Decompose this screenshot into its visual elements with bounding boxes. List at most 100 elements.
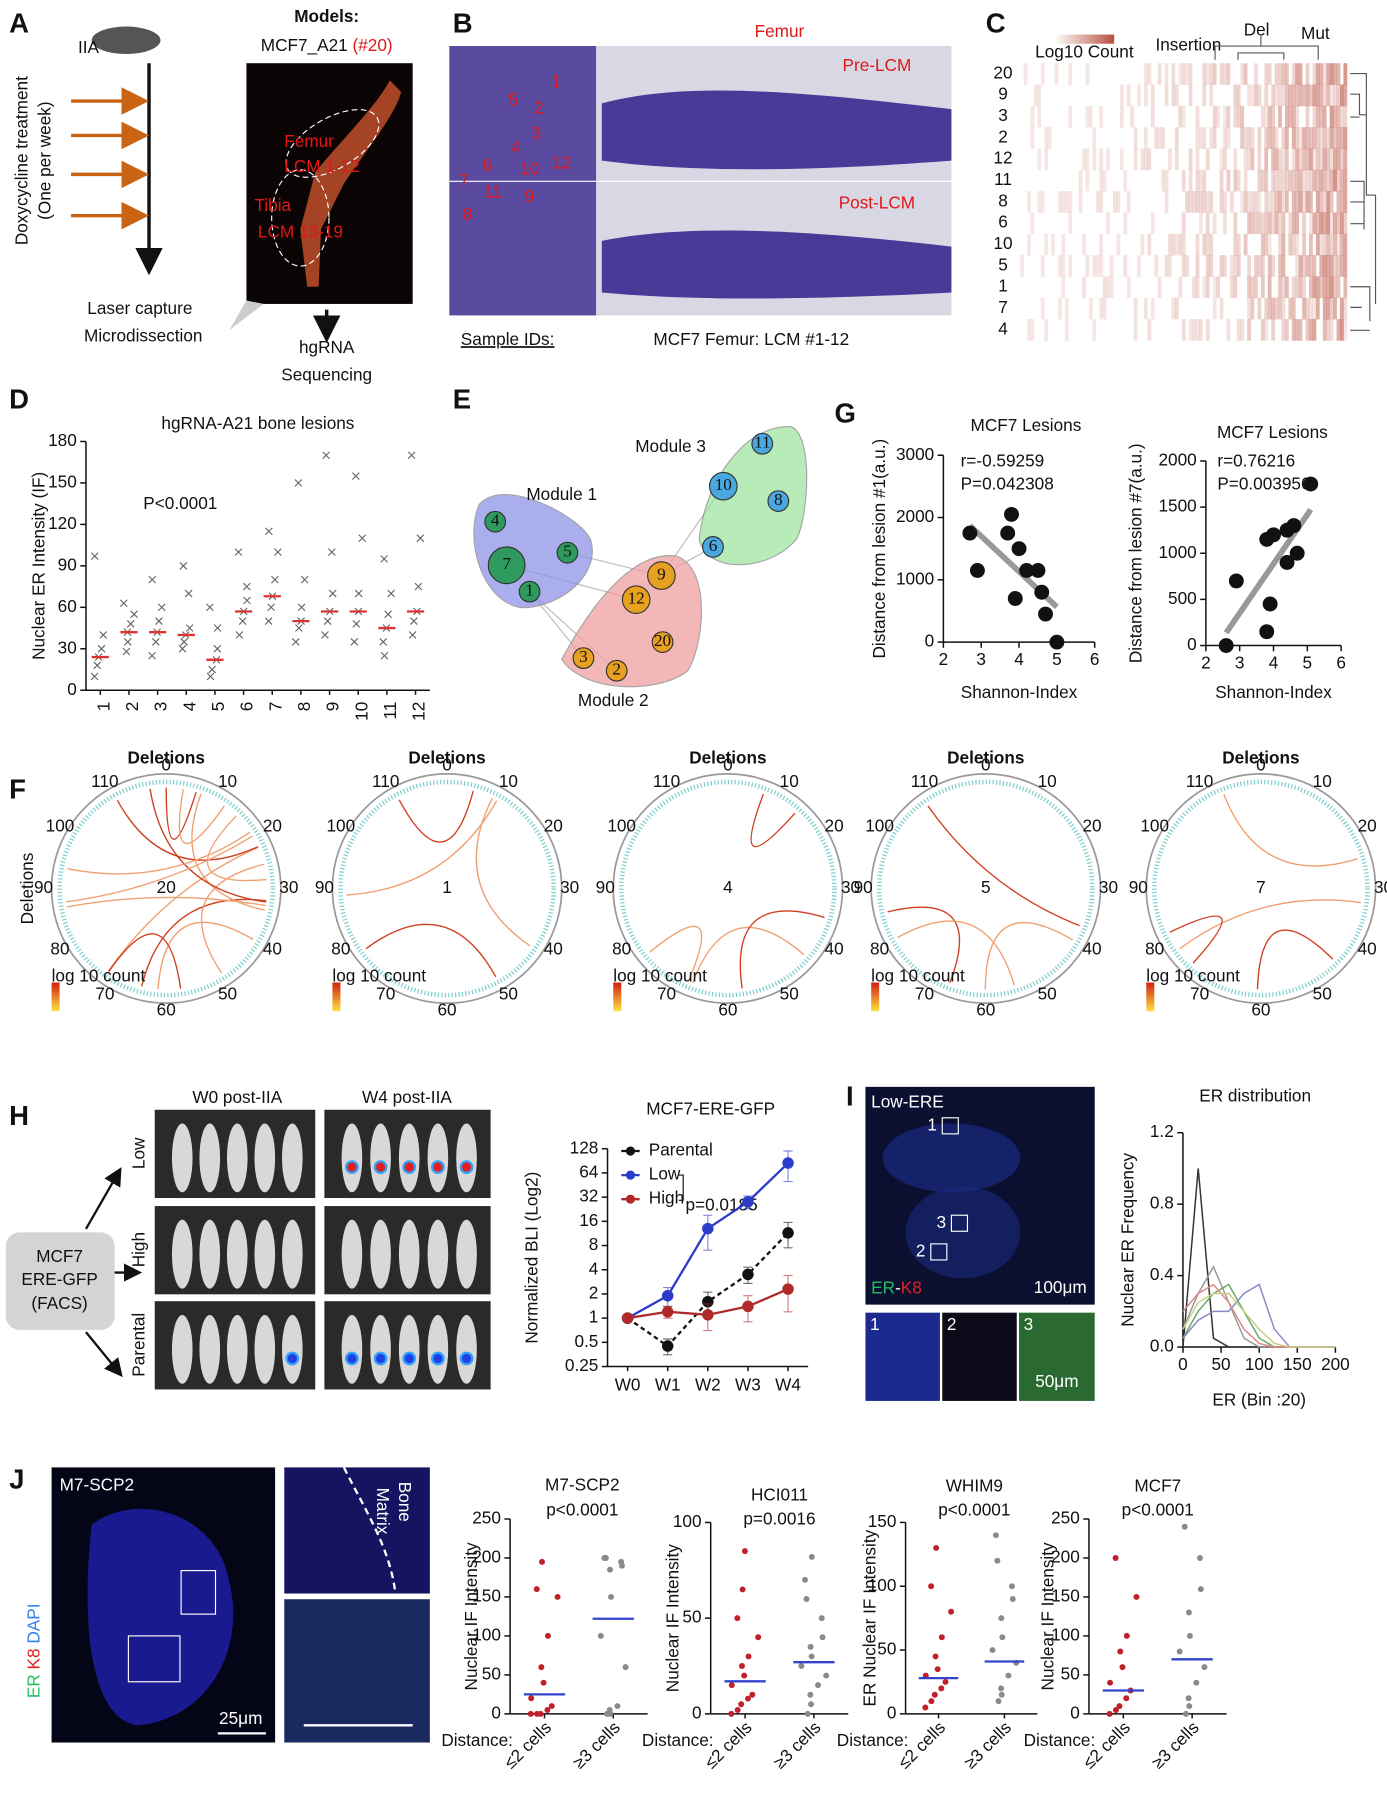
mouse [370,1219,391,1289]
x-tick-label: 7 [265,702,285,712]
point [1186,1632,1193,1639]
heat-cell [1343,276,1348,299]
heat-cell [1099,233,1104,256]
heat-cell [1281,191,1286,213]
heat-cell [1322,169,1327,192]
heat-cell [1326,319,1331,341]
heat-cell [1109,276,1114,299]
heat-cell [1291,127,1296,149]
deletion-arc [398,790,474,843]
heat-cell [1254,191,1258,213]
point [1123,1632,1130,1639]
heat-cell [1150,297,1155,320]
heat-cell [1150,212,1155,235]
point [962,525,978,541]
column-label: W0 post-IIA [192,1087,282,1107]
heat-cell [1223,105,1227,128]
heat-cell [1281,212,1286,235]
scale-bar: 25μm [219,1708,262,1728]
heat-cell [1092,319,1097,341]
heat-cell [1288,84,1293,107]
heat-cell [1302,276,1306,299]
mouse [254,1219,276,1289]
heat-cell [1260,255,1265,277]
heat-cell [1298,63,1303,85]
mouse [254,1314,276,1384]
heat-cell [1223,212,1227,235]
heat-cell [1199,191,1203,213]
heat-cell [1199,127,1203,149]
heat-cell [1099,297,1104,320]
legend-swatch [625,1170,636,1180]
row-label: Parental [128,1313,148,1377]
heat-cell [1116,233,1121,256]
heat-cell [1271,84,1276,107]
scale-tick: 20 [544,816,563,836]
heat-cell [1209,191,1214,213]
heat-cell [1064,297,1069,320]
point [1193,1679,1200,1686]
caption: MCF7 Femur: LCM #1-12 [653,329,849,349]
heat-cell [1298,319,1303,341]
heat-cell [1037,105,1042,128]
heat-cell [1202,233,1207,256]
row-label: 6 [998,212,1008,232]
heat-cell [1281,169,1286,192]
heat-cell [1205,319,1210,341]
point [804,1710,811,1717]
annotation: P<0.0001 [143,493,217,513]
tibia-lcm: LCM 13-19 [258,221,343,241]
lesion-id: 3 [532,123,542,143]
heat-cell [1322,276,1327,299]
heat-cell [1298,84,1303,107]
heat-cell [1250,148,1255,171]
point [661,1340,674,1352]
lesion-id: 12 [552,153,571,173]
point [734,1707,741,1714]
heat-cell [1271,169,1276,192]
chart-title: WHIM9 [946,1475,1003,1495]
annotation: r=-0.59259 [961,451,1045,471]
heat-cell [1305,148,1310,171]
circos-outer [1145,773,1377,1005]
lesion-id: 11 [484,181,502,201]
heat-cell [1336,255,1341,277]
point [544,1632,551,1639]
x-tick-label: ≥3 cells [569,1717,624,1772]
y-axis-label: Distance from lesion #7(a.u.) [1126,443,1146,663]
heat-cell [1212,212,1217,235]
heat-cell [1264,319,1269,341]
scale-tick: 100 [46,816,75,836]
heat-cell [1088,297,1093,320]
y-tick-label: 16 [579,1210,598,1230]
point [533,1586,540,1593]
y-tick-label: 120 [48,513,77,533]
point [157,603,166,612]
scale-tick: 40 [1082,938,1101,958]
heat-cell [1199,169,1203,192]
heat-cell [1233,148,1238,171]
y-tick-label: 0.5 [574,1331,598,1351]
heat-cell [1315,212,1320,235]
heat-cell [1085,63,1090,85]
heat-cell [1343,212,1348,235]
legend-label: log 10 count [1146,965,1240,985]
y-tick-label: 100 [673,1511,702,1531]
point [1005,1672,1012,1679]
plot-title: Deletions [947,748,1024,768]
y-axis-label: Nuclear ER Intensity (IF) [29,472,49,660]
heat-cell [1126,191,1131,213]
heat-cell [1092,255,1097,277]
heat-cell [1291,297,1296,320]
heat-cell [1271,319,1276,341]
heat-cell [1171,297,1176,320]
stain: - [895,1277,901,1297]
heat-cell [1233,105,1238,128]
point [206,672,215,681]
heat-cell [1264,169,1269,192]
heat-cell [1284,276,1289,299]
point [321,631,329,639]
deletion-arc [897,920,1015,986]
heat-cell [1164,255,1169,277]
heat-cell [1312,63,1317,85]
